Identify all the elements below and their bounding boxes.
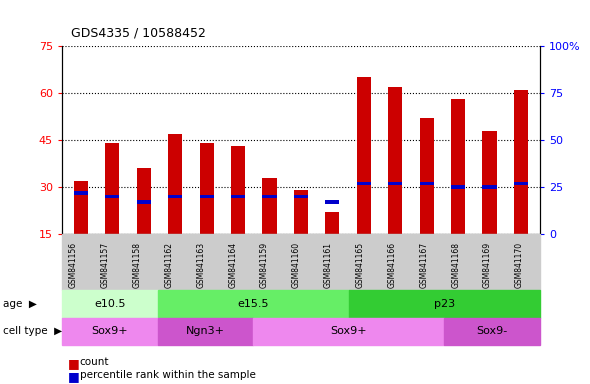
Text: GSM841166: GSM841166	[388, 242, 396, 288]
Bar	[263, 195, 277, 199]
Bar	[325, 212, 339, 234]
Text: GSM841160: GSM841160	[292, 242, 301, 288]
Text: Sox9-: Sox9-	[477, 326, 507, 336]
Text: Sox9+: Sox9+	[91, 326, 128, 336]
Text: percentile rank within the sample: percentile rank within the sample	[80, 370, 255, 380]
Bar	[483, 131, 497, 234]
Bar	[199, 195, 214, 199]
Text: GSM841159: GSM841159	[260, 242, 269, 288]
Bar	[325, 200, 339, 204]
Text: cell type  ▶: cell type ▶	[3, 326, 62, 336]
Text: GSM841170: GSM841170	[515, 242, 524, 288]
Text: GSM841167: GSM841167	[419, 242, 428, 288]
Text: GSM841157: GSM841157	[101, 242, 110, 288]
Text: e10.5: e10.5	[94, 299, 126, 309]
Text: GSM841165: GSM841165	[356, 242, 365, 288]
Bar	[105, 143, 119, 234]
Text: GSM841168: GSM841168	[451, 242, 460, 288]
Text: GSM841162: GSM841162	[165, 242, 173, 288]
Bar	[294, 195, 308, 199]
Bar	[74, 191, 88, 195]
Bar	[451, 99, 465, 234]
Bar	[137, 200, 151, 204]
Text: Sox9+: Sox9+	[330, 326, 367, 336]
Text: ■: ■	[68, 370, 80, 383]
Bar	[74, 181, 88, 234]
Bar	[231, 195, 245, 199]
Bar	[168, 195, 182, 199]
Bar	[388, 87, 402, 234]
Text: count: count	[80, 357, 109, 367]
Text: GSM841156: GSM841156	[69, 242, 78, 288]
Bar	[483, 185, 497, 189]
Text: p23: p23	[434, 299, 455, 309]
Text: GSM841163: GSM841163	[196, 242, 205, 288]
Bar	[451, 185, 465, 189]
Bar	[263, 178, 277, 234]
Bar	[514, 90, 528, 234]
Text: Ngn3+: Ngn3+	[186, 326, 225, 336]
Bar	[419, 182, 434, 185]
Text: e15.5: e15.5	[237, 299, 269, 309]
Bar	[357, 78, 371, 234]
Bar	[105, 195, 119, 199]
Bar	[514, 182, 528, 185]
Bar	[231, 146, 245, 234]
Bar	[199, 143, 214, 234]
Text: GSM841169: GSM841169	[483, 242, 492, 288]
Bar	[388, 182, 402, 185]
Text: GSM841158: GSM841158	[133, 242, 142, 288]
Bar	[419, 118, 434, 234]
Text: ■: ■	[68, 357, 80, 370]
Text: age  ▶: age ▶	[3, 299, 37, 309]
Text: GSM841164: GSM841164	[228, 242, 237, 288]
Text: GDS4335 / 10588452: GDS4335 / 10588452	[71, 27, 206, 40]
Text: GSM841161: GSM841161	[324, 242, 333, 288]
Bar	[357, 182, 371, 185]
Bar	[294, 190, 308, 234]
Bar	[137, 169, 151, 234]
Bar	[168, 134, 182, 234]
